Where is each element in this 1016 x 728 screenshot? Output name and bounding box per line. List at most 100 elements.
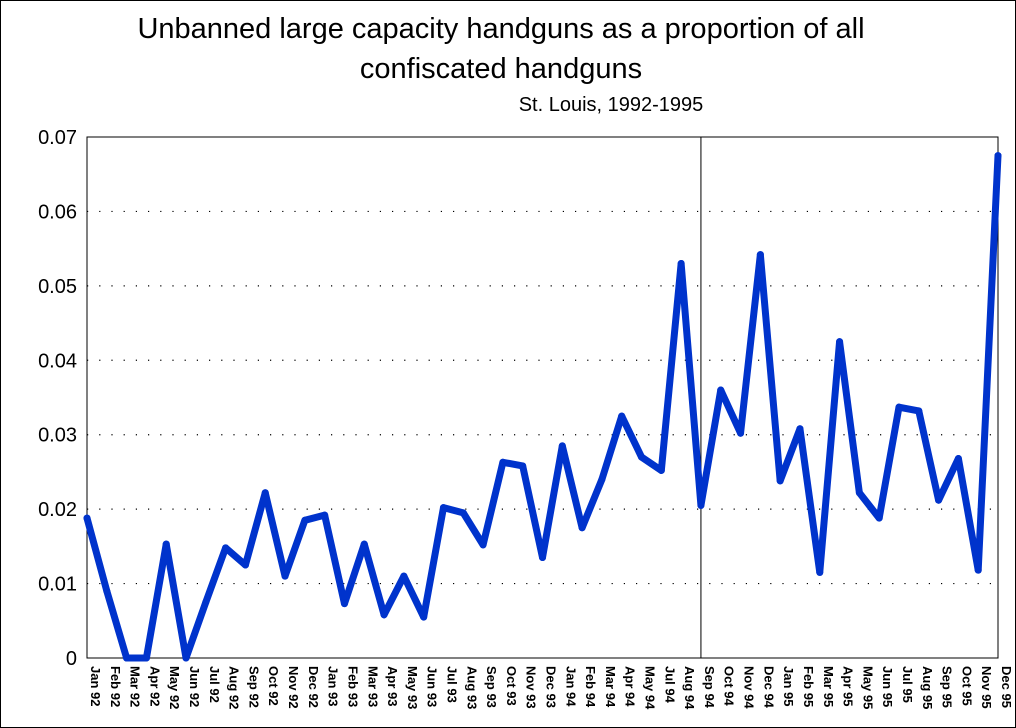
data-point bbox=[400, 572, 408, 580]
data-point bbox=[459, 509, 467, 517]
chart-title-line-1: Unbanned large capacity handguns as a pr… bbox=[137, 13, 865, 45]
data-point bbox=[539, 554, 546, 562]
x-tick-label: Aug 93 bbox=[464, 666, 479, 709]
y-tick-label: 0 bbox=[66, 648, 77, 670]
data-point bbox=[321, 511, 329, 519]
data-point bbox=[875, 514, 883, 522]
chart-subtitle: St. Louis, 1992-1995 bbox=[518, 94, 704, 116]
x-tick-label: Aug 92 bbox=[227, 666, 242, 709]
x-tick-label: Mar 93 bbox=[365, 666, 380, 707]
x-tick-label: Oct 94 bbox=[722, 666, 737, 707]
data-point bbox=[657, 466, 665, 474]
data-point bbox=[182, 654, 190, 662]
y-tick-label: 0.04 bbox=[38, 350, 77, 372]
x-tick-label: Mar 92 bbox=[128, 666, 143, 707]
x-tick-label: Apr 93 bbox=[385, 666, 400, 706]
data-point bbox=[499, 458, 507, 466]
data-point bbox=[439, 504, 447, 512]
data-point bbox=[281, 572, 289, 580]
x-tick-label: May 92 bbox=[167, 666, 182, 709]
x-tick-label: Oct 95 bbox=[959, 666, 974, 706]
x-tick-label: Dec 94 bbox=[761, 666, 776, 709]
data-point bbox=[717, 386, 725, 394]
x-tick-label: Oct 93 bbox=[504, 666, 519, 706]
x-tick-label: Apr 95 bbox=[841, 666, 856, 706]
x-tick-label: Feb 92 bbox=[108, 666, 123, 707]
x-tick-label: Mar 95 bbox=[821, 666, 836, 707]
data-point bbox=[915, 407, 923, 415]
data-point bbox=[202, 598, 210, 606]
x-tick-label: May 95 bbox=[860, 666, 875, 709]
x-tick-label: Dec 95 bbox=[999, 666, 1014, 708]
x-tick-label: Apr 92 bbox=[147, 666, 162, 706]
data-point bbox=[479, 541, 487, 549]
data-point bbox=[776, 477, 784, 485]
data-point bbox=[756, 251, 764, 259]
data-point bbox=[855, 489, 863, 497]
x-tick-label: Nov 93 bbox=[524, 666, 539, 709]
data-point bbox=[796, 425, 804, 433]
x-tick-label: Feb 95 bbox=[801, 666, 816, 707]
x-tick-label: Jun 95 bbox=[880, 666, 895, 707]
data-point bbox=[241, 561, 249, 569]
x-tick-label: Dec 93 bbox=[544, 666, 559, 708]
x-tick-label: May 93 bbox=[405, 666, 420, 709]
data-point bbox=[301, 516, 309, 524]
x-tick-label: Sep 95 bbox=[940, 666, 955, 708]
data-point bbox=[103, 587, 111, 595]
x-tick-label: Jun 93 bbox=[425, 666, 440, 707]
x-tick-label: Jan 94 bbox=[563, 666, 578, 707]
x-tick-label: Mar 94 bbox=[603, 666, 618, 708]
data-point bbox=[677, 260, 685, 268]
data-point bbox=[558, 442, 566, 450]
x-tick-label: Jun 92 bbox=[187, 666, 202, 707]
data-point bbox=[578, 524, 586, 532]
y-tick-label: 0.07 bbox=[38, 127, 77, 149]
data-point bbox=[974, 566, 982, 574]
y-tick-label: 0.03 bbox=[38, 425, 77, 447]
data-point bbox=[697, 501, 705, 509]
data-point bbox=[935, 496, 943, 504]
data-point bbox=[618, 412, 626, 420]
x-tick-label: Nov 94 bbox=[742, 666, 757, 709]
x-tick-label: May 94 bbox=[643, 666, 658, 710]
x-tick-label: Sep 93 bbox=[484, 666, 499, 708]
data-point bbox=[83, 514, 91, 522]
x-tick-label: Nov 95 bbox=[979, 666, 994, 709]
data-point bbox=[816, 568, 824, 576]
x-tick-label: Jan 93 bbox=[326, 666, 341, 706]
x-tick-label: Nov 92 bbox=[286, 666, 301, 709]
x-tick-label: Sep 92 bbox=[246, 666, 261, 708]
x-tick-label: Jul 93 bbox=[444, 666, 459, 703]
data-point bbox=[954, 455, 962, 463]
x-tick-label: Dec 92 bbox=[306, 666, 321, 708]
data-point bbox=[142, 654, 150, 662]
x-tick-label: Feb 94 bbox=[583, 666, 598, 708]
chart-title-line-2: confiscated handguns bbox=[359, 53, 643, 85]
x-tick-label: Sep 94 bbox=[702, 666, 717, 709]
data-point bbox=[638, 453, 646, 461]
y-tick-label: 0.06 bbox=[38, 201, 77, 223]
data-point bbox=[420, 613, 428, 621]
x-tick-label: Oct 92 bbox=[266, 666, 281, 706]
data-point bbox=[519, 462, 527, 470]
data-point bbox=[994, 152, 1002, 160]
data-point bbox=[598, 475, 606, 483]
data-point bbox=[340, 600, 348, 608]
y-tick-label: 0.01 bbox=[38, 574, 77, 596]
x-tick-label: Jan 92 bbox=[88, 666, 103, 706]
x-tick-label: Jul 92 bbox=[207, 666, 222, 703]
y-tick-label: 0.02 bbox=[38, 499, 77, 521]
series-line bbox=[83, 152, 1002, 662]
data-point bbox=[222, 544, 230, 552]
data-point bbox=[836, 338, 844, 346]
data-point bbox=[162, 540, 170, 548]
data-point bbox=[737, 429, 745, 437]
data-point bbox=[360, 540, 368, 548]
data-point bbox=[380, 611, 388, 619]
x-tick-label: Feb 93 bbox=[345, 666, 360, 707]
x-tick-label: Jul 95 bbox=[900, 666, 915, 703]
data-point bbox=[895, 403, 903, 411]
x-tick-label: Aug 95 bbox=[920, 666, 935, 709]
